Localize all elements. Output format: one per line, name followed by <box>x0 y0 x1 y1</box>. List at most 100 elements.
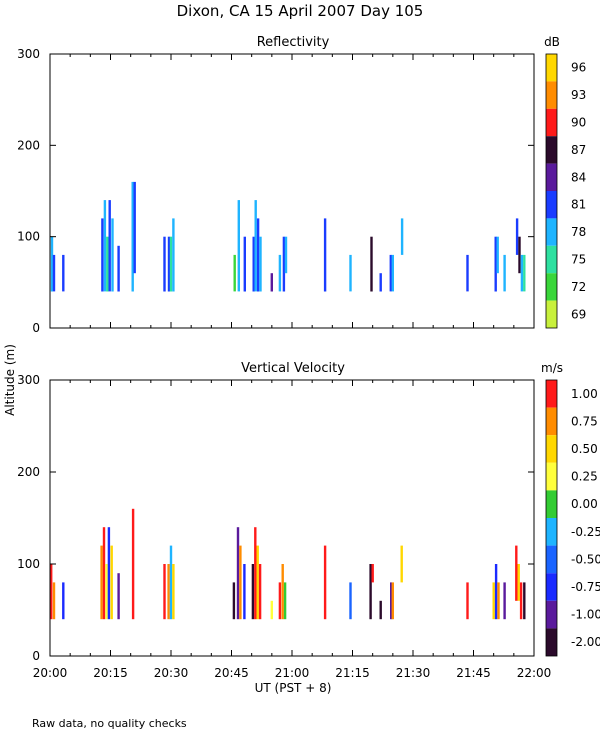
reflectivity-data-column <box>101 218 104 292</box>
reflectivity-data-column <box>391 254 394 292</box>
velocity-data-column <box>517 564 520 601</box>
reflectivity-data-column <box>103 200 107 292</box>
velocity-data-column <box>281 564 284 620</box>
reflectivity-data-column <box>133 181 136 274</box>
velocity-data-column <box>117 573 120 620</box>
velocity-data-column <box>163 564 166 620</box>
velocity-data-column <box>519 582 523 620</box>
velocity-data-column <box>105 564 108 620</box>
reflectivity-data-column <box>323 218 327 292</box>
velocity-data-column <box>515 545 518 601</box>
reflectivity-data-column <box>52 254 56 292</box>
reflectivity-data-column <box>523 254 526 292</box>
reflectivity-colorbar-swatch <box>546 273 557 301</box>
velocity-unit: m/s <box>541 361 563 375</box>
velocity-data-column <box>251 564 255 620</box>
velocity-data-column <box>52 582 56 620</box>
reflectivity-data-column <box>496 236 499 274</box>
velocity-colorbar-swatch <box>546 628 557 656</box>
velocity-data-column <box>497 582 500 620</box>
reflectivity-data-column <box>243 236 246 292</box>
velocity-data-column <box>50 564 53 620</box>
velocity-title: Vertical Velocity <box>241 361 345 376</box>
reflectivity-data-column <box>520 254 524 292</box>
velocity-data-column <box>349 582 352 620</box>
reflectivity-data-column <box>349 254 352 292</box>
reflectivity-data-column <box>108 200 111 292</box>
velocity-data-column <box>62 582 65 620</box>
velocity-data-column <box>492 582 495 620</box>
x-tick-label: 21:00 <box>275 666 310 680</box>
reflectivity-y-tick-label: 200 <box>17 138 40 152</box>
reflectivity-colorbar-label: 84 <box>571 170 586 184</box>
reflectivity-unit: dB <box>544 35 560 49</box>
reflectivity-colorbar-swatch <box>546 245 557 274</box>
velocity-colorbar-swatch <box>546 435 557 463</box>
velocity-data-column <box>494 564 498 620</box>
reflectivity-colorbar-label: 90 <box>571 116 586 130</box>
x-axis-label: UT (PST + 8) <box>255 681 332 695</box>
reflectivity-data-column <box>284 236 288 274</box>
velocity-colorbar-frame <box>545 379 558 657</box>
reflectivity-data-column <box>131 181 134 292</box>
velocity-colorbar-label: -2.00 <box>571 635 600 649</box>
reflectivity-data-column <box>50 236 54 292</box>
reflectivity-data-column <box>370 236 373 292</box>
reflectivity-colorbar-swatch <box>546 163 557 191</box>
reflectivity-data-column <box>278 254 282 292</box>
x-tick-label: 21:45 <box>456 666 491 680</box>
velocity-colorbar-label: 0.00 <box>571 497 598 511</box>
reflectivity-data-column <box>466 254 469 292</box>
velocity-data-column <box>131 508 135 620</box>
reflectivity-colorbar-frame <box>545 53 558 329</box>
reflectivity-colorbar-label: 81 <box>571 198 586 212</box>
reflectivity-colorbar-swatch <box>546 136 557 164</box>
velocity-y-tick-label: 100 <box>17 557 40 571</box>
reflectivity-colorbar-swatch <box>546 108 557 137</box>
velocity-data-column <box>102 527 106 620</box>
velocity-data-column <box>243 564 246 620</box>
reflectivity-title: Reflectivity <box>257 35 330 50</box>
reflectivity-panel: Reflectivity dB 0 100 200 300 96 93 90 87 84 81 78… <box>17 35 586 335</box>
x-tick-label: 21:30 <box>396 666 431 680</box>
reflectivity-colorbar-label: 96 <box>571 61 586 75</box>
reflectivity-y-tick-label: 100 <box>17 230 40 244</box>
velocity-data-column <box>390 582 393 620</box>
velocity-colorbar-swatch <box>546 573 557 601</box>
velocity-data-column <box>369 564 372 620</box>
reflectivity-colorbar-swatch <box>546 54 557 82</box>
reflectivity-colorbar-label: 78 <box>571 225 586 239</box>
velocity-data-column <box>239 545 242 620</box>
velocity-data-column <box>323 545 327 620</box>
reflectivity-y-tick-label: 0 <box>32 321 40 335</box>
reflectivity-data-column <box>503 254 506 292</box>
velocity-colorbar-label: 0.25 <box>571 470 598 484</box>
velocity-data-column <box>379 600 382 620</box>
velocity-data-column <box>503 582 506 620</box>
velocity-colorbar-label: 0.50 <box>571 442 598 456</box>
velocity-colorbar-label: 1.00 <box>571 387 598 401</box>
reflectivity-data-column <box>256 218 260 292</box>
reflectivity-data-column <box>172 218 175 292</box>
velocity-colorbar-label: -0.50 <box>571 552 600 566</box>
velocity-data-column <box>236 527 240 620</box>
reflectivity-data-column <box>169 236 173 292</box>
velocity-data-column <box>167 564 170 620</box>
velocity-colorbar-label: -0.75 <box>571 580 600 594</box>
figure-title: Dixon, CA 15 April 2007 Day 105 <box>177 2 424 20</box>
reflectivity-data-column <box>254 200 257 292</box>
reflectivity-colorbar-label: 93 <box>571 88 586 102</box>
reflectivity-data-column <box>494 236 497 292</box>
x-tick-label: 22:00 <box>517 666 552 680</box>
velocity-panel: Vertical Velocity m/s 0 100 200 300 20:00 20:… <box>17 361 600 680</box>
x-tick-label: 20:15 <box>93 666 128 680</box>
velocity-data-column <box>110 545 113 620</box>
reflectivity-data-column <box>62 254 65 292</box>
velocity-colorbar-label: 0.75 <box>571 414 598 428</box>
velocity-colorbar-swatch <box>546 600 557 629</box>
reflectivity-data-column <box>259 236 262 292</box>
velocity-colorbar-label: -0.25 <box>571 525 600 539</box>
reflectivity-data-column <box>389 254 392 292</box>
velocity-colorbar-swatch <box>546 462 557 491</box>
